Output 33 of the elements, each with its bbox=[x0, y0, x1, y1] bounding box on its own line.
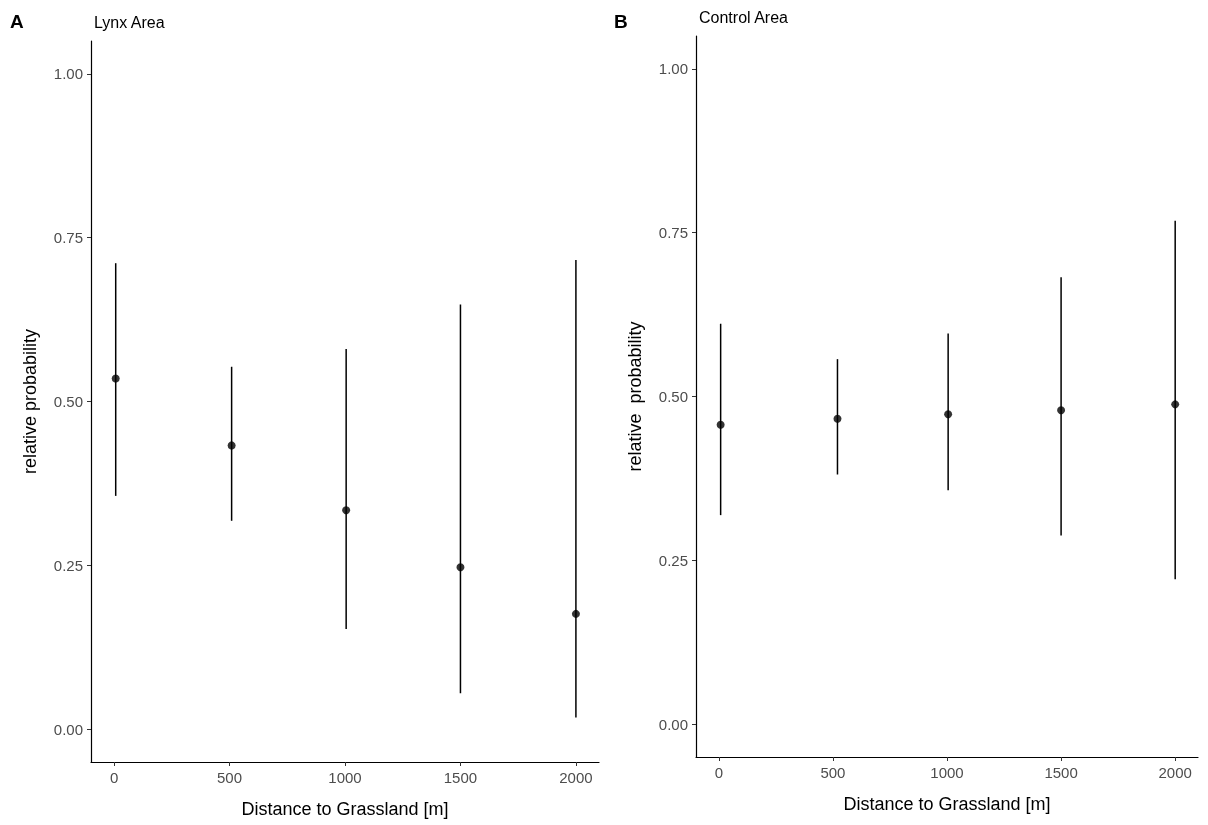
y-tick-label: 0.25 bbox=[658, 551, 688, 569]
x-axis-title: Distance to Grassland [m] bbox=[241, 799, 449, 819]
x-tick-label: 1000 bbox=[930, 764, 964, 781]
x-tick-label: 500 bbox=[820, 764, 846, 781]
point bbox=[342, 506, 351, 515]
y-tick-label: 0.25 bbox=[53, 556, 83, 574]
y-tick-label: 1.00 bbox=[658, 60, 688, 78]
chart-title: Control Area bbox=[699, 8, 789, 26]
x-tick-label: 1500 bbox=[443, 769, 478, 786]
x-tick-label: 2000 bbox=[559, 769, 593, 786]
y-tick-label: 0.00 bbox=[658, 715, 688, 733]
point bbox=[571, 609, 580, 618]
y-axis-title: relative probability bbox=[625, 321, 645, 472]
chart-title: Lynx Area bbox=[94, 13, 165, 31]
x-tick-label: 0 bbox=[109, 769, 119, 786]
text: B bbox=[614, 11, 628, 32]
x-tick-label: 500 bbox=[217, 769, 243, 786]
y-tick-label: 0.75 bbox=[658, 224, 688, 242]
y-tick-label: 0.50 bbox=[658, 388, 688, 405]
point bbox=[456, 563, 465, 572]
text: A bbox=[10, 11, 24, 32]
point bbox=[227, 441, 236, 450]
point bbox=[111, 374, 120, 383]
y-tick-label: 0.50 bbox=[53, 393, 83, 410]
y-tick-label: 0.00 bbox=[53, 720, 83, 738]
x-tick-label: 2000 bbox=[1158, 764, 1192, 781]
x-tick-label: 1500 bbox=[1044, 764, 1078, 781]
x-tick-label: 1000 bbox=[328, 769, 362, 786]
y-tick-label: 1.00 bbox=[53, 65, 83, 83]
x-tick-label: 0 bbox=[714, 764, 723, 781]
y-tick-label: 0.75 bbox=[53, 229, 83, 247]
x-axis-title: Distance to Grassland [m] bbox=[843, 794, 1051, 814]
y-axis-title: relative probability bbox=[20, 328, 40, 475]
